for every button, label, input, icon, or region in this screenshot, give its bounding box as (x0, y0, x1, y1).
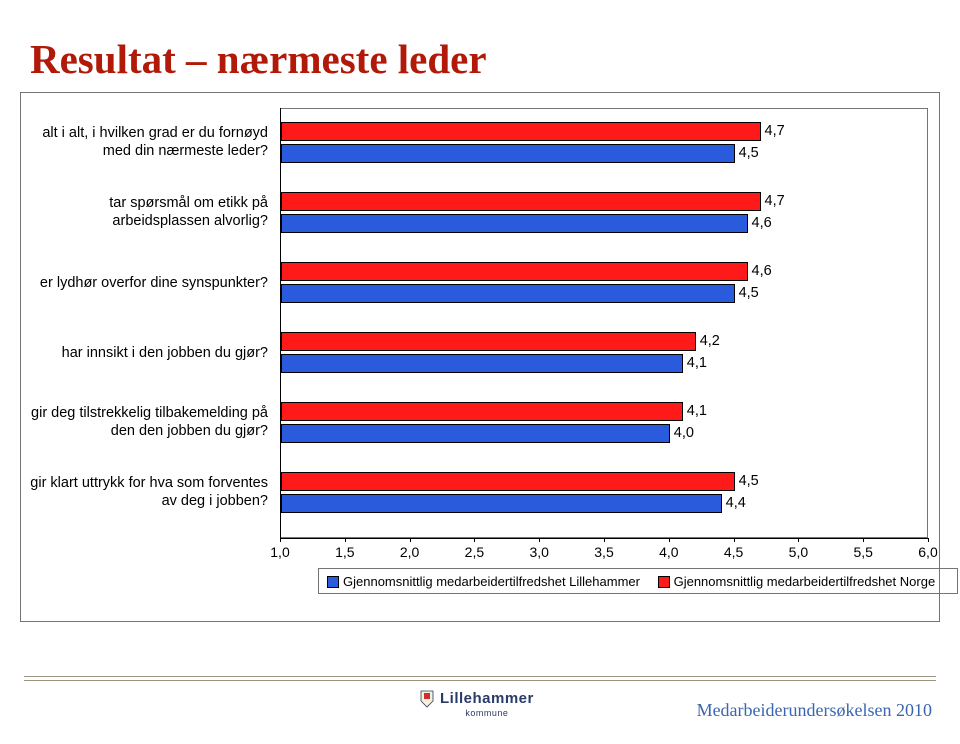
x-tick-label: 3,0 (529, 544, 548, 560)
legend-label-norge: Gjennomsnittlig medarbeidertilfredshet N… (674, 574, 936, 589)
x-tick (474, 538, 475, 542)
x-tick-label: 1,5 (335, 544, 354, 560)
value-label-norge: 4,7 (765, 123, 785, 139)
org-name: Lillehammer (440, 690, 534, 707)
bar-norge (281, 332, 696, 351)
category-label: har innsikt i den jobben du gjør? (30, 344, 268, 362)
footer-rule-thin (24, 680, 936, 681)
x-tick (604, 538, 605, 542)
value-label-lillehammer: 4,1 (687, 355, 707, 371)
x-tick (863, 538, 864, 542)
org-logo-icon (420, 690, 434, 708)
bar-lillehammer (281, 354, 683, 373)
x-tick (734, 538, 735, 542)
x-tick-label: 5,5 (853, 544, 872, 560)
legend-swatch-norge (658, 576, 670, 588)
x-tick (410, 538, 411, 542)
bar-lillehammer (281, 284, 735, 303)
x-tick (928, 538, 929, 542)
value-label-norge: 4,1 (687, 403, 707, 419)
category-label: tar spørsmål om etikk på arbeidsplassen … (30, 194, 268, 230)
x-tick-label: 1,0 (270, 544, 289, 560)
x-tick (280, 538, 281, 542)
value-label-norge: 4,2 (700, 333, 720, 349)
chart-plot: 4,7 4,5 4,7 4,6 4,6 4,5 4,2 4,1 4,1 4,0 4,5 4,4 (280, 108, 929, 539)
value-label-lillehammer: 4,4 (726, 495, 746, 511)
category-label: gir klart uttrykk for hva som forventes … (30, 474, 268, 510)
bar-lillehammer (281, 214, 748, 233)
category-label: alt i alt, i hvilken grad er du fornøyd … (30, 124, 268, 160)
value-label-lillehammer: 4,5 (739, 285, 759, 301)
value-label-norge: 4,6 (752, 263, 772, 279)
value-label-lillehammer: 4,0 (674, 425, 694, 441)
legend-swatch-lillehammer (327, 576, 339, 588)
x-tick-label: 2,5 (465, 544, 484, 560)
footer-rule (24, 676, 936, 677)
chart-area: 4,7 4,5 4,7 4,6 4,6 4,5 4,2 4,1 4,1 4,0 4,5 4,4 alt… (30, 108, 930, 600)
value-label-lillehammer: 4,6 (752, 215, 772, 231)
bar-lillehammer (281, 144, 735, 163)
category-label: er lydhør overfor dine synspunkter? (30, 274, 268, 292)
value-label-lillehammer: 4,5 (739, 145, 759, 161)
x-tick (669, 538, 670, 542)
bar-norge (281, 122, 761, 141)
value-label-norge: 4,7 (765, 193, 785, 209)
footer-org: Lillehammer kommune (420, 690, 534, 718)
bar-lillehammer (281, 424, 670, 443)
x-tick-label: 5,0 (789, 544, 808, 560)
chart-legend: Gjennomsnittlig medarbeidertilfredshet L… (318, 568, 958, 594)
bar-norge (281, 402, 683, 421)
x-tick-label: 4,5 (724, 544, 743, 560)
bar-norge (281, 472, 735, 491)
slide-title: Resultat – nærmeste leder (30, 35, 487, 83)
footer-right-text: Medarbeiderundersøkelsen 2010 (697, 700, 932, 721)
bar-norge (281, 192, 761, 211)
org-sub: kommune (440, 708, 534, 718)
x-tick-label: 3,5 (594, 544, 613, 560)
legend-label-lillehammer: Gjennomsnittlig medarbeidertilfredshet L… (343, 574, 640, 589)
value-label-norge: 4,5 (739, 473, 759, 489)
category-label: gir deg tilstrekkelig tilbakemelding på … (30, 404, 268, 440)
bar-lillehammer (281, 494, 722, 513)
bar-norge (281, 262, 748, 281)
x-tick (345, 538, 346, 542)
x-tick-label: 6,0 (918, 544, 937, 560)
x-tick (539, 538, 540, 542)
x-tick (798, 538, 799, 542)
x-tick-label: 4,0 (659, 544, 678, 560)
x-tick-label: 2,0 (400, 544, 419, 560)
